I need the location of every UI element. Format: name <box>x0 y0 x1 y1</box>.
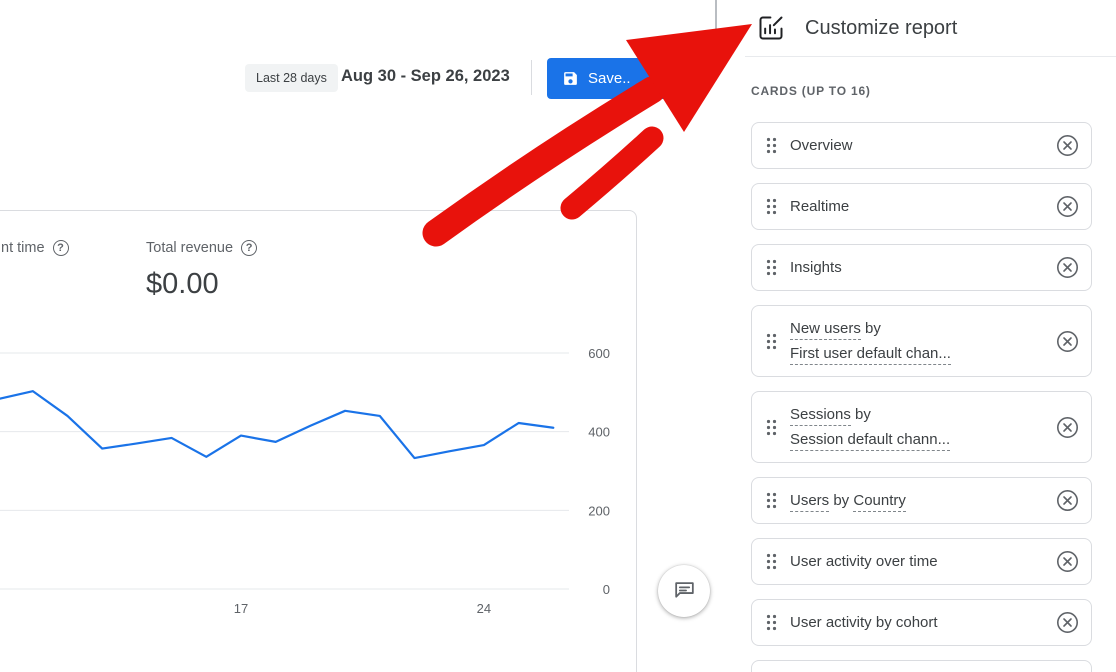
total-revenue-label: Total revenue <box>146 240 234 256</box>
cards-section-label: CARDS (UP TO 16) <box>751 84 871 98</box>
card-item[interactable]: User activity over time <box>751 538 1092 585</box>
save-icon <box>562 70 579 87</box>
card-label: Sessions by Session default chann... <box>790 402 951 452</box>
drag-handle-icon[interactable] <box>766 333 777 350</box>
card-label: New users by First user default chan... <box>790 316 951 366</box>
toolbar-divider <box>531 60 532 95</box>
total-revenue-metric: Total revenue ? $0.00 <box>146 239 258 301</box>
drag-handle-icon[interactable] <box>766 553 777 570</box>
customize-report-icon <box>757 14 785 42</box>
drag-handle-icon[interactable] <box>766 259 777 276</box>
svg-text:400: 400 <box>588 425 610 440</box>
save-button-label: Save.. <box>588 70 631 87</box>
chart-card: nt time ? Total revenue ? $0.00 600 400 20… <box>0 210 637 672</box>
drag-handle-icon[interactable] <box>766 419 777 436</box>
card-label: Insights <box>790 259 842 276</box>
date-range-preset[interactable]: Last 28 days <box>245 64 338 92</box>
customize-report-panel: Customize report CARDS (UP TO 16) Overvi… <box>745 0 1116 672</box>
help-icon[interactable]: ? <box>241 240 258 256</box>
remove-card-button[interactable] <box>1056 489 1079 512</box>
svg-text:200: 200 <box>588 503 610 518</box>
svg-text:24: 24 <box>477 601 491 616</box>
card-item[interactable]: User activity by cohort <box>751 599 1092 646</box>
card-item[interactable]: Users by Country <box>751 477 1092 524</box>
remove-card-button[interactable] <box>1056 611 1079 634</box>
card-item[interactable]: Overview <box>751 122 1092 169</box>
card-item[interactable]: Insights <box>751 244 1092 291</box>
engagement-time-label: nt time <box>1 240 45 256</box>
remove-card-button[interactable] <box>1056 256 1079 279</box>
card-item[interactable]: Views by <box>751 660 1092 672</box>
card-label: Overview <box>790 137 853 154</box>
drag-handle-icon[interactable] <box>766 198 777 215</box>
save-button[interactable]: Save.. <box>547 58 667 99</box>
remove-card-button[interactable] <box>1056 330 1079 353</box>
date-range[interactable]: Aug 30 - Sep 26, 2023 <box>341 67 510 85</box>
feedback-button[interactable] <box>658 565 710 617</box>
svg-text:600: 600 <box>588 346 610 361</box>
remove-card-button[interactable] <box>1056 550 1079 573</box>
card-label: User activity over time <box>790 553 938 570</box>
card-item[interactable]: Realtime <box>751 183 1092 230</box>
drag-handle-icon[interactable] <box>766 614 777 631</box>
panel-title: Customize report <box>805 16 958 39</box>
engagement-time-metric: nt time ? <box>1 239 69 257</box>
remove-card-button[interactable] <box>1056 416 1079 439</box>
card-label: Users by Country <box>790 488 906 513</box>
card-item[interactable]: New users by First user default chan... <box>751 305 1092 377</box>
card-label: Realtime <box>790 198 850 215</box>
feedback-icon <box>672 579 697 604</box>
cards-list: Overview Realtime Insights New users by Firs… <box>751 122 1092 672</box>
panel-header: Customize report <box>745 0 1116 57</box>
svg-text:17: 17 <box>234 601 248 616</box>
line-chart[interactable]: 600 400 200 0 17 24 <box>0 341 638 641</box>
card-label: User activity by cohort <box>790 614 938 631</box>
drag-handle-icon[interactable] <box>766 137 777 154</box>
svg-text:0: 0 <box>603 582 610 597</box>
help-icon[interactable]: ? <box>52 240 69 256</box>
scrollbar-thumb[interactable] <box>715 0 717 57</box>
remove-card-button[interactable] <box>1056 195 1079 218</box>
card-item[interactable]: Sessions by Session default chann... <box>751 391 1092 463</box>
drag-handle-icon[interactable] <box>766 492 777 509</box>
remove-card-button[interactable] <box>1056 134 1079 157</box>
total-revenue-value: $0.00 <box>146 268 219 300</box>
